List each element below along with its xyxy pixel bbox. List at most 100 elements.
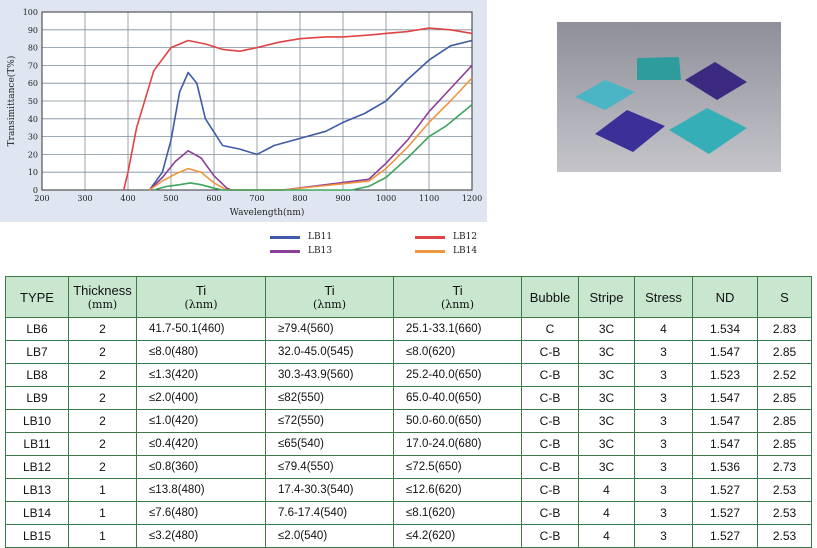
table-cell: 1: [68, 524, 137, 548]
table-cell: LB8: [5, 363, 69, 387]
table-header-row: TYPE Thickness (mm) Ti (λnm) Ti (λnm) Ti (λn…: [5, 276, 812, 318]
col-ti-1: Ti (λnm): [136, 276, 266, 318]
table-cell: LB6: [5, 317, 69, 341]
table-cell: C-B: [521, 478, 579, 502]
table-row: LB13 1 ≤13.8(480) 17.4-30.3(540) ≤12.6(620) C…: [5, 478, 812, 502]
table-cell: 2: [68, 455, 137, 479]
table-cell: 41.7-50.1(460): [136, 317, 266, 341]
table-cell: 2.85: [757, 432, 812, 456]
table-cell: 1.547: [692, 386, 758, 410]
table-cell: 25.1-33.1(660): [393, 317, 522, 341]
table-row: LB10 2 ≤1.0(420) ≤72(550) 50.0-60.0(650) C-B 3…: [5, 409, 812, 433]
table-cell: 2.83: [757, 317, 812, 341]
table-cell: C: [521, 317, 579, 341]
legend-swatch: [415, 235, 445, 239]
table-cell: ≤1.3(420): [136, 363, 266, 387]
y-tick-label: 90: [28, 26, 38, 35]
legend-item-lb12: LB12: [415, 232, 477, 242]
table-cell: ≤0.4(420): [136, 432, 266, 456]
table-cell: 1.547: [692, 340, 758, 364]
col-s: S: [757, 276, 812, 318]
legend-label: LB14: [453, 246, 478, 256]
col-ti-2: Ti (λnm): [265, 276, 394, 318]
series-line-4: [153, 103, 473, 191]
table-cell: 3C: [578, 386, 635, 410]
col-thickness: Thickness (mm): [68, 276, 137, 318]
table-cell: 3: [634, 340, 693, 364]
table-cell: ≤8.0(480): [136, 340, 266, 364]
y-tick-label: 60: [28, 79, 38, 88]
table-cell: 2: [68, 432, 137, 456]
table-cell: C-B: [521, 455, 579, 479]
table-cell: 4: [634, 317, 693, 341]
table-cell: 3C: [578, 455, 635, 479]
table-cell: ≤8.0(620): [393, 340, 522, 364]
col-type: TYPE: [5, 276, 69, 318]
table-cell: 2: [68, 317, 137, 341]
table-cell: 2.85: [757, 340, 812, 364]
legend-swatch: [270, 249, 300, 253]
chart-panel: 200 300 400 500 600 700 800 900 1000 1100 1200 0 10 2…: [0, 0, 487, 222]
table-cell: ≤3.2(480): [136, 524, 266, 548]
table-cell: ≤65(540): [265, 432, 394, 456]
y-axis-label: Transimittance(T%): [6, 56, 17, 147]
table-cell: 17.0-24.0(680): [393, 432, 522, 456]
table-cell: 3: [634, 501, 693, 525]
x-tick-label: 1000: [376, 194, 396, 203]
x-tick-label: 300: [77, 194, 92, 203]
x-tick-label: 700: [249, 194, 264, 203]
x-tick-label: 600: [206, 194, 221, 203]
table-cell: 1: [68, 501, 137, 525]
table-row: LB9 2 ≤2.0(400) ≤82(550) 65.0-40.0(650) C-B 3C…: [5, 386, 812, 410]
x-tick-label: 800: [292, 194, 307, 203]
table-cell: 1.527: [692, 524, 758, 548]
filter-cyan: [669, 108, 747, 154]
table-cell: 3: [634, 409, 693, 433]
table-cell: 2.52: [757, 363, 812, 387]
table-cell: 4: [578, 478, 635, 502]
table-cell: ≤82(550): [265, 386, 394, 410]
table-cell: 3: [634, 478, 693, 502]
x-tick-label: 500: [163, 194, 178, 203]
table-cell: 7.6-17.4(540): [265, 501, 394, 525]
y-tick-label: 0: [33, 186, 38, 195]
legend-swatch: [415, 249, 445, 253]
table-cell: 30.3-43.9(560): [265, 363, 394, 387]
legend-label: LB12: [453, 232, 478, 242]
table-cell: 1.536: [692, 455, 758, 479]
table-cell: ≤2.0(400): [136, 386, 266, 410]
table-cell: 32.0-45.0(545): [265, 340, 394, 364]
table-body: LB6 2 41.7-50.1(460) ≥79.4(560) 25.1-33.1(66…: [5, 317, 812, 548]
y-tick-label: 20: [28, 150, 38, 159]
table-cell: 2: [68, 340, 137, 364]
table-cell: C-B: [521, 524, 579, 548]
table-cell: 65.0-40.0(650): [393, 386, 522, 410]
y-tick-label: 80: [28, 44, 38, 53]
x-tick-label: 400: [120, 194, 135, 203]
table-cell: 4: [578, 524, 635, 548]
table-cell: 2: [68, 363, 137, 387]
table-cell: 3C: [578, 317, 635, 341]
table-cell: ≤2.0(540): [265, 524, 394, 548]
table-cell: 2.85: [757, 386, 812, 410]
table-cell: C-B: [521, 386, 579, 410]
table-cell: ≤8.1(620): [393, 501, 522, 525]
legend-label: LB13: [308, 246, 333, 256]
y-tick-label: 100: [23, 8, 38, 17]
table-cell: 3: [634, 363, 693, 387]
x-tick-label: 1200: [462, 194, 482, 203]
table-cell: 1.527: [692, 478, 758, 502]
table-row: LB14 1 ≤7.6(480) 7.6-17.4(540) ≤8.1(620) C-B 4…: [5, 501, 812, 525]
table-cell: LB13: [5, 478, 69, 502]
table-cell: ≤0.8(360): [136, 455, 266, 479]
table-cell: 3C: [578, 340, 635, 364]
table-cell: 17.4-30.3(540): [265, 478, 394, 502]
table-cell: 1: [68, 478, 137, 502]
filter-teal-dark: [637, 57, 681, 80]
table-cell: 1.534: [692, 317, 758, 341]
table-cell: 1.547: [692, 409, 758, 433]
table-cell: ≤72(550): [265, 409, 394, 433]
table-cell: LB11: [5, 432, 69, 456]
table-cell: 2: [68, 386, 137, 410]
legend-label: LB11: [308, 232, 333, 242]
